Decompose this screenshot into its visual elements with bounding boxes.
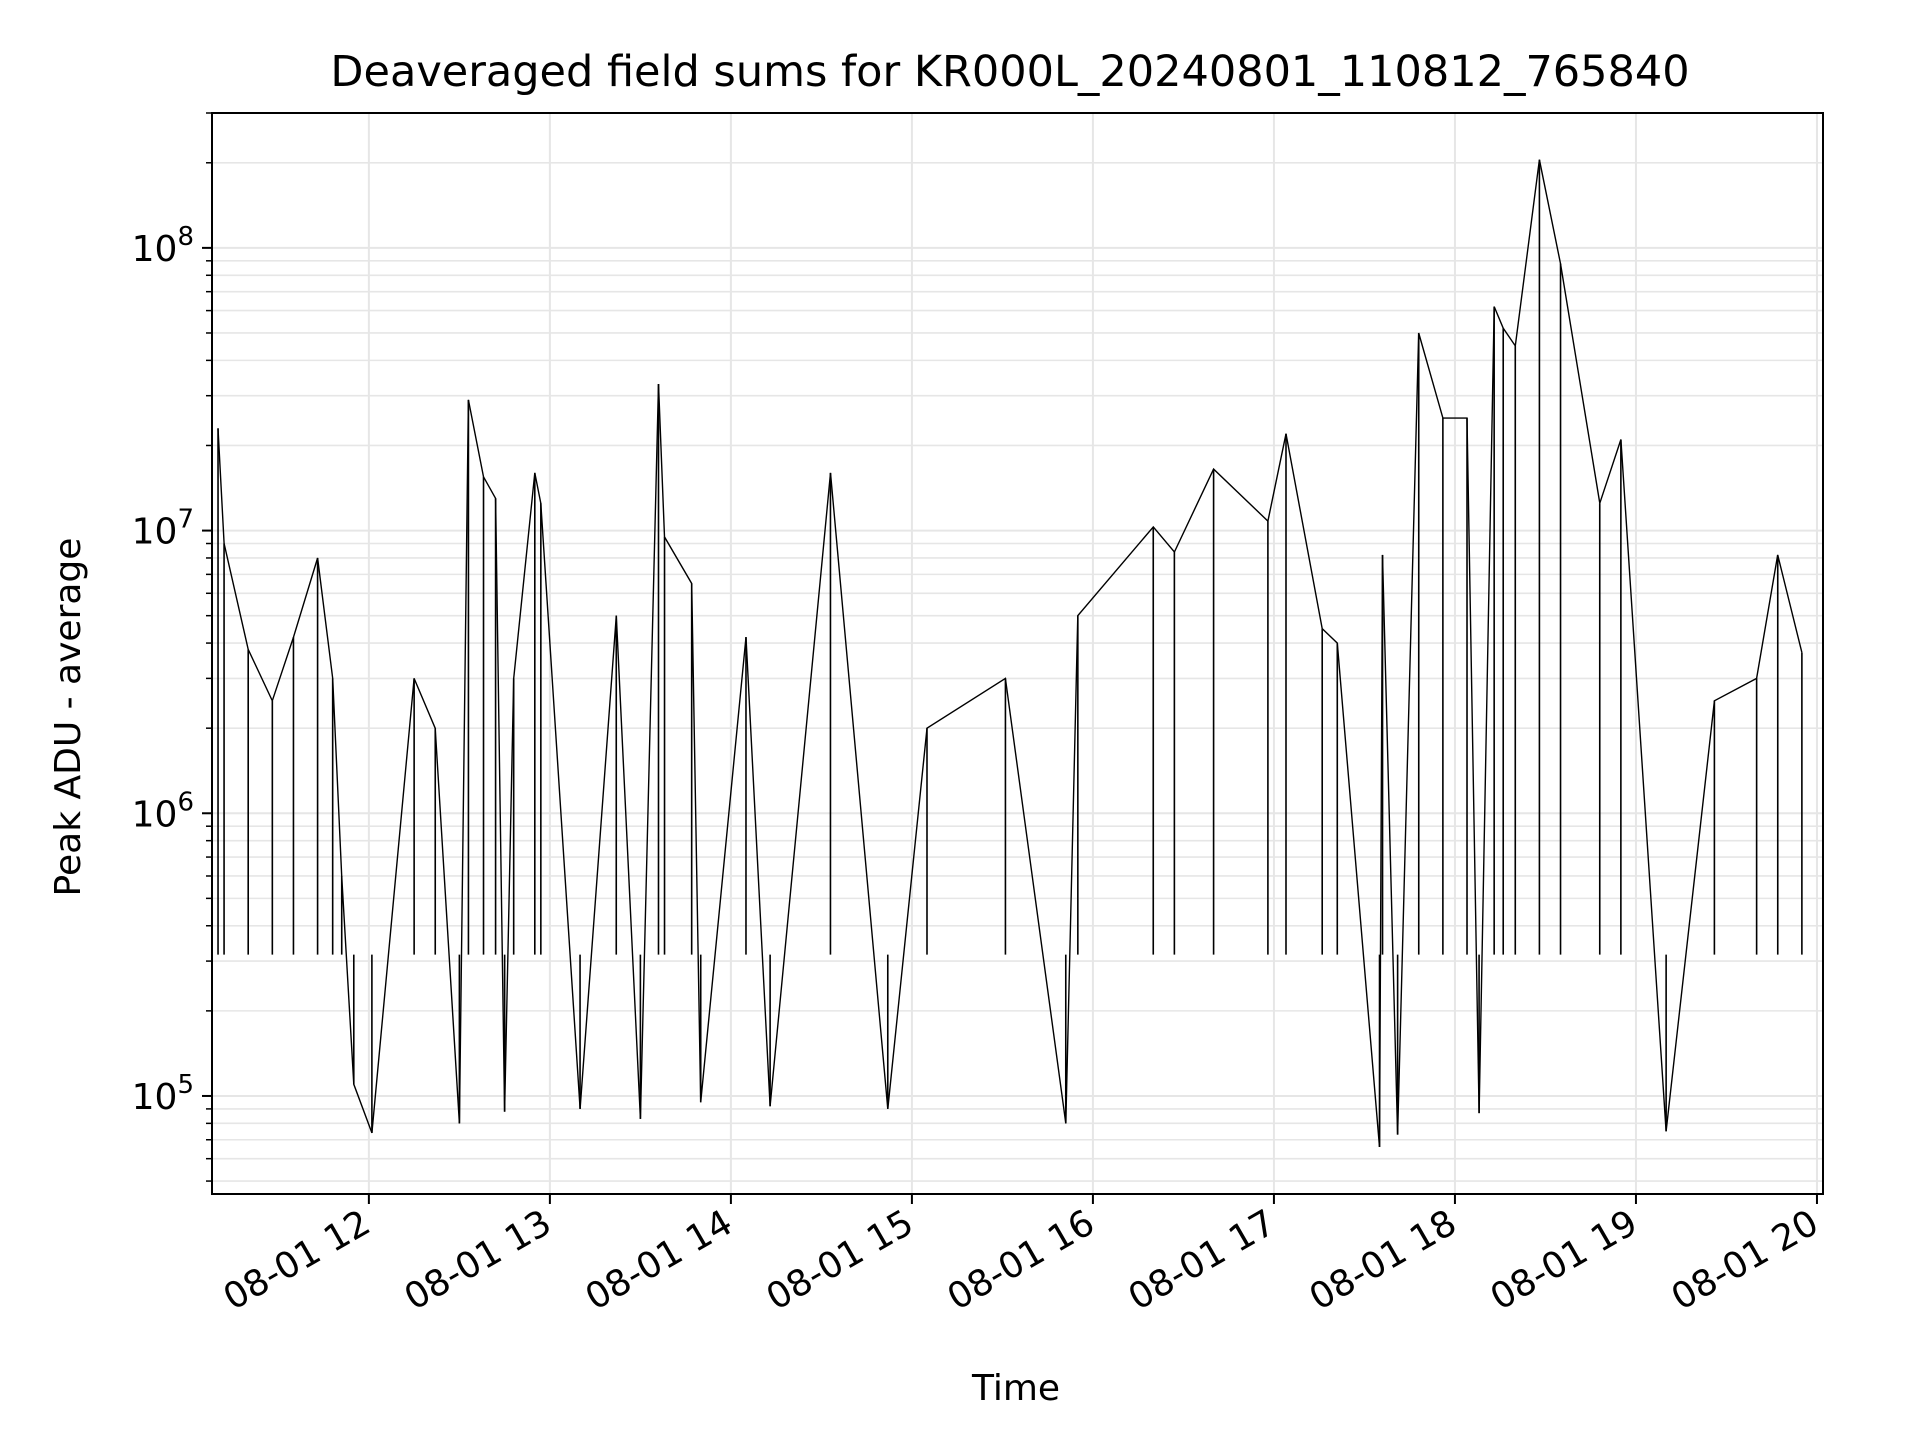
- x-tick-label: 08-01 19: [1484, 1202, 1645, 1318]
- x-tick-label: 08-01 15: [760, 1202, 921, 1318]
- data-series: [217, 159, 1803, 1148]
- chart-title: Deaveraged field sums for KR000L_2024080…: [330, 47, 1689, 97]
- x-tick-label: 08-01 16: [941, 1202, 1102, 1318]
- x-axis-label: Time: [971, 1368, 1060, 1409]
- y-tick-label: 105: [132, 1070, 194, 1118]
- y-tick-label: 106: [132, 787, 194, 835]
- y-axis: 105 106 107 108: [132, 112, 212, 1182]
- x-tick-label: 08-01 18: [1303, 1202, 1464, 1318]
- y-tick-label: 108: [132, 222, 194, 270]
- y-axis-label: Peak ADU - average: [48, 538, 89, 897]
- x-tick-label: 08-01 14: [579, 1202, 740, 1318]
- x-tick-label: 08-01 20: [1665, 1202, 1826, 1318]
- y-tick-label: 107: [132, 505, 194, 553]
- grid: [212, 112, 1823, 1194]
- series-line: [217, 159, 1803, 1148]
- plot-frame: [211, 112, 1824, 1195]
- x-tick-label: 08-01 17: [1122, 1202, 1283, 1318]
- x-tick-label: 08-01 12: [217, 1202, 378, 1318]
- x-tick-label: 08-01 13: [398, 1202, 559, 1318]
- x-axis: 08-01 12 08-01 13 08-01 14 08-01 15 08-01 16…: [217, 1194, 1826, 1319]
